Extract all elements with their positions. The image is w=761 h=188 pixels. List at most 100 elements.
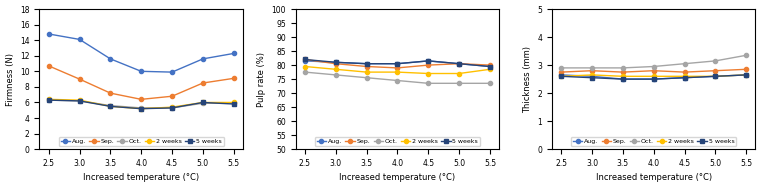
Legend: Aug., Sep., Oct., 2 weeks, 5 weeks: Aug., Sep., Oct., 2 weeks, 5 weeks	[59, 137, 224, 146]
5 weeks	[711, 75, 720, 77]
Aug.	[424, 60, 433, 62]
5 weeks	[331, 61, 340, 63]
Sep.	[680, 71, 689, 73]
Aug.	[742, 74, 751, 76]
5 weeks	[44, 99, 53, 101]
Sep.	[229, 77, 238, 80]
Line: 5 weeks: 5 weeks	[559, 73, 748, 81]
Oct.	[587, 67, 597, 69]
Oct.	[742, 54, 751, 56]
5 weeks	[556, 75, 565, 77]
Sep.	[587, 70, 597, 72]
Y-axis label: Pulp rate (%): Pulp rate (%)	[257, 52, 266, 107]
Line: 2 weeks: 2 weeks	[46, 97, 236, 111]
2 weeks	[362, 71, 371, 73]
Oct.	[137, 107, 146, 109]
Y-axis label: Firmness (N): Firmness (N)	[5, 53, 14, 106]
2 weeks	[618, 75, 627, 77]
Sep.	[649, 70, 658, 72]
2 weeks	[424, 72, 433, 75]
2 weeks	[680, 75, 689, 77]
Line: 5 weeks: 5 weeks	[303, 57, 492, 69]
5 weeks	[167, 107, 177, 109]
Aug.	[106, 58, 115, 60]
2 weeks	[199, 101, 208, 104]
Line: Aug.: Aug.	[559, 73, 748, 81]
Oct.	[618, 67, 627, 69]
2 weeks	[44, 98, 53, 100]
5 weeks	[137, 108, 146, 110]
Aug.	[137, 70, 146, 72]
Aug.	[393, 63, 402, 65]
Legend: Aug., Sep., Oct., 2 weeks, 5 weeks: Aug., Sep., Oct., 2 weeks, 5 weeks	[571, 137, 736, 146]
5 weeks	[393, 63, 402, 65]
Sep.	[106, 92, 115, 94]
Oct.	[649, 65, 658, 68]
Sep.	[618, 71, 627, 73]
Sep.	[424, 64, 433, 66]
Line: 5 weeks: 5 weeks	[46, 98, 236, 111]
Oct.	[556, 67, 565, 69]
Aug.	[199, 58, 208, 60]
Aug.	[362, 63, 371, 65]
Oct.	[229, 102, 238, 104]
Aug.	[454, 63, 463, 65]
Aug.	[75, 38, 84, 41]
2 weeks	[75, 99, 84, 101]
Aug.	[649, 78, 658, 80]
Line: Oct.: Oct.	[46, 98, 236, 110]
5 weeks	[587, 77, 597, 79]
Sep.	[556, 71, 565, 73]
Oct.	[393, 79, 402, 82]
Oct.	[680, 63, 689, 65]
Aug.	[44, 33, 53, 35]
Sep.	[742, 68, 751, 70]
2 weeks	[137, 108, 146, 110]
Sep.	[199, 82, 208, 84]
Aug.	[331, 61, 340, 63]
Legend: Aug., Sep., Oct., 2 weeks, 5 weeks: Aug., Sep., Oct., 2 weeks, 5 weeks	[315, 137, 480, 146]
Line: 2 weeks: 2 weeks	[559, 73, 748, 78]
5 weeks	[362, 63, 371, 65]
Oct.	[44, 99, 53, 101]
2 weeks	[167, 106, 177, 108]
Line: Aug.: Aug.	[46, 32, 236, 74]
2 weeks	[587, 74, 597, 76]
Line: Sep.: Sep.	[46, 64, 236, 102]
Sep.	[331, 63, 340, 65]
X-axis label: Increased temperature (°C): Increased temperature (°C)	[596, 174, 712, 182]
Sep.	[75, 78, 84, 80]
5 weeks	[618, 78, 627, 80]
Oct.	[424, 82, 433, 84]
Oct.	[711, 60, 720, 62]
2 weeks	[486, 68, 495, 70]
Sep.	[393, 67, 402, 69]
Line: Sep.: Sep.	[303, 57, 492, 70]
2 weeks	[301, 65, 310, 68]
Aug.	[486, 65, 495, 68]
5 weeks	[454, 63, 463, 65]
2 weeks	[454, 72, 463, 75]
Sep.	[137, 98, 146, 100]
Sep.	[44, 65, 53, 67]
5 weeks	[229, 103, 238, 105]
5 weeks	[199, 101, 208, 104]
Sep.	[486, 64, 495, 66]
5 weeks	[486, 65, 495, 68]
Line: Oct.: Oct.	[303, 70, 492, 85]
5 weeks	[649, 78, 658, 80]
Oct.	[167, 107, 177, 109]
Oct.	[199, 102, 208, 104]
Sep.	[711, 70, 720, 72]
Oct.	[331, 74, 340, 76]
2 weeks	[556, 75, 565, 77]
Line: 2 weeks: 2 weeks	[303, 64, 492, 76]
5 weeks	[742, 74, 751, 76]
Oct.	[301, 71, 310, 73]
Sep.	[301, 58, 310, 61]
5 weeks	[424, 60, 433, 62]
Aug.	[711, 75, 720, 77]
2 weeks	[106, 105, 115, 108]
Oct.	[106, 105, 115, 107]
Sep.	[454, 63, 463, 65]
